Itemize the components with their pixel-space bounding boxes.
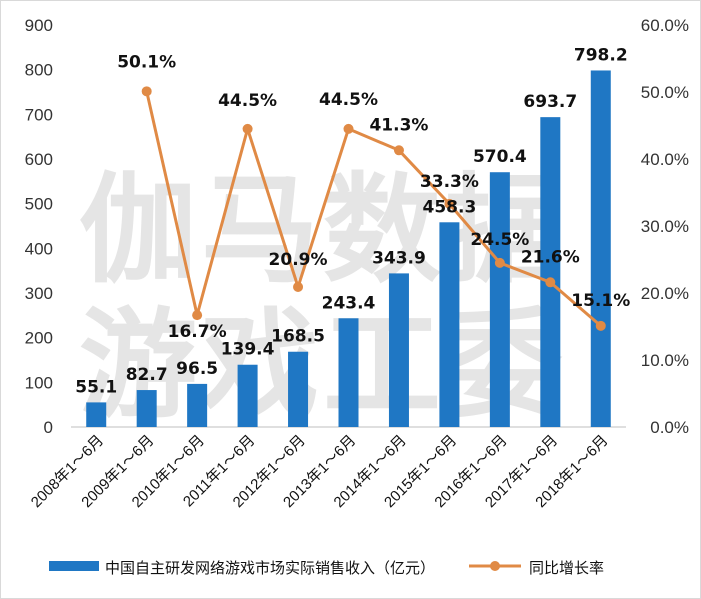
left-tick-label: 0 — [44, 418, 53, 437]
bar-10 — [540, 117, 561, 427]
growth-value-label-8: 33.3% — [420, 172, 479, 192]
bar-4 — [237, 364, 258, 427]
bar-value-label-1: 55.1 — [75, 377, 117, 397]
growth-point-4 — [242, 123, 253, 134]
watermark-line1: 伽马数据 — [79, 161, 567, 299]
growth-point-7 — [393, 145, 404, 156]
left-tick-label: 500 — [25, 195, 53, 214]
bar-value-label-5: 168.5 — [271, 327, 325, 347]
growth-value-label-10: 21.6% — [521, 247, 580, 267]
right-tick-label: 40.0% — [641, 150, 689, 169]
bar-value-label-8: 458.3 — [423, 197, 477, 217]
bar-7 — [388, 273, 409, 427]
bar-value-label-10: 693.7 — [523, 92, 577, 112]
left-tick-label: 900 — [25, 16, 53, 35]
watermark-line2: 游戏工委 — [79, 296, 567, 434]
bar-1 — [86, 402, 107, 427]
bar-value-label-11: 798.2 — [574, 45, 628, 65]
growth-value-label-5: 20.9% — [269, 250, 328, 270]
growth-point-6 — [343, 123, 354, 134]
left-tick-label: 300 — [25, 284, 53, 303]
growth-line — [145, 89, 603, 328]
growth-point-5 — [293, 281, 304, 292]
growth-point-2 — [141, 86, 152, 97]
right-tick-label: 50.0% — [641, 83, 689, 102]
bar-value-label-9: 570.4 — [473, 147, 527, 167]
right-tick-label: 20.0% — [641, 284, 689, 303]
growth-value-label-9: 24.5% — [470, 230, 529, 250]
legend-bar-swatch — [49, 561, 99, 571]
left-tick-label: 600 — [25, 150, 53, 169]
left-tick-label: 800 — [25, 61, 53, 80]
left-tick-label: 100 — [25, 373, 53, 392]
bar-6 — [338, 318, 359, 427]
bar-value-label-6: 243.4 — [322, 293, 376, 313]
growth-value-label-11: 15.1% — [571, 291, 630, 311]
growth-value-label-4: 44.5% — [218, 91, 277, 111]
bar-11 — [590, 70, 611, 427]
bar-2 — [136, 390, 157, 427]
growth-value-label-6: 44.5% — [319, 90, 378, 110]
left-tick-label: 200 — [25, 329, 53, 348]
plot-layer: 0 100 200 300 400 500 600 700 800 900 0.0% 10.0% 20.… — [25, 16, 689, 511]
bar-5 — [288, 351, 309, 427]
bar-value-label-2: 82.7 — [126, 365, 168, 385]
right-tick-label: 30.0% — [641, 217, 689, 236]
bar-8 — [439, 222, 460, 427]
bar-value-label-7: 343.9 — [372, 248, 426, 268]
bar-value-label-3: 96.5 — [176, 359, 218, 379]
bar-value-label-4: 139.4 — [221, 340, 275, 360]
growth-value-label-7: 41.3% — [369, 115, 428, 135]
right-tick-label: 10.0% — [641, 351, 689, 370]
growth-point-8 — [444, 198, 455, 209]
legend: 中国自主研发网络游戏市场实际销售收入（亿元） 同比增长率 — [49, 559, 604, 577]
growth-point-11 — [595, 320, 606, 331]
bar-9 — [489, 172, 510, 427]
right-tick-label: 0.0% — [650, 418, 689, 437]
growth-point-10 — [545, 277, 556, 288]
legend-line-marker — [490, 561, 500, 571]
growth-value-label-3: 16.7% — [168, 322, 227, 342]
growth-point-9 — [494, 257, 505, 268]
legend-line-label: 同比增长率 — [529, 559, 604, 577]
left-tick-label: 700 — [25, 105, 53, 124]
left-tick-label: 400 — [25, 239, 53, 258]
bar-3 — [187, 383, 208, 427]
growth-point-3 — [192, 310, 203, 321]
legend-bar-label: 中国自主研发网络游戏市场实际销售收入（亿元） — [105, 559, 435, 577]
growth-value-label-2: 50.1% — [117, 52, 176, 72]
right-tick-label: 60.0% — [641, 16, 689, 35]
